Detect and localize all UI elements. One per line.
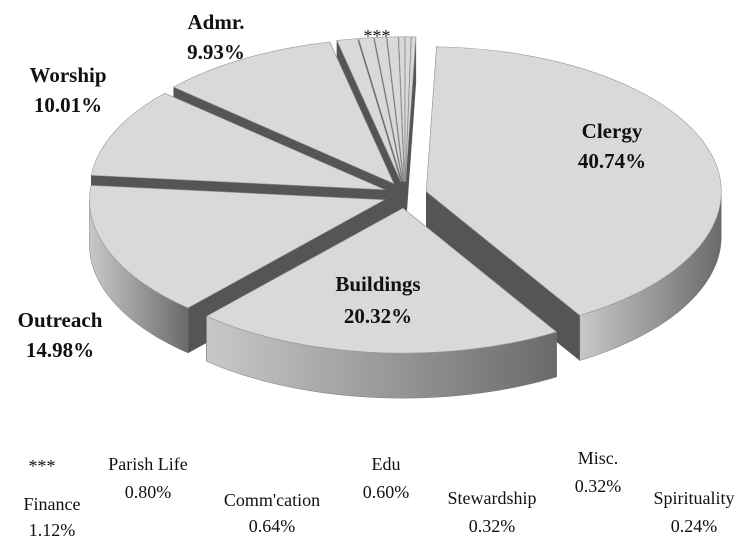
slice-value-label: 14.98% [26,338,94,362]
slice-value-label: 0.24% [671,516,718,536]
slice-label: Clergy [582,119,643,143]
slice-top [398,36,406,182]
slice-top [405,36,417,182]
slice-value-label: 0.64% [249,516,296,536]
slice-top [358,37,403,182]
slice-top [205,207,558,354]
slice-value-label: 9.93% [187,40,245,64]
slice-value-label: 0.32% [469,516,516,536]
slice-value-label: 40.74% [578,149,646,173]
slice-top [386,36,405,182]
annotation-mark: *** [29,456,56,476]
slice [205,207,558,399]
slice-value-label: 0.32% [575,476,622,496]
slice-value-label: 0.80% [125,482,172,502]
slice-top [404,36,412,182]
slice-top [373,36,404,182]
slice-label: Comm'cation [224,490,320,510]
slice-label: Buildings [335,272,420,296]
slice-top [90,92,385,190]
slice-value-label: 0.60% [363,482,410,502]
slice-label: Outreach [18,308,103,332]
slice-label: Spirituality [654,488,735,508]
slice-label: Worship [29,63,106,87]
slice-label: Edu [372,454,401,474]
slice-label: Stewardship [448,488,537,508]
slice-top [172,41,395,185]
slice-label: Admr. [188,10,245,34]
slice-top [425,46,722,316]
slice [425,46,722,361]
slice-label: Finance [24,494,81,514]
slice-value-label: 20.32% [344,304,412,328]
slice-label: Misc. [578,448,619,468]
slice-label: Parish Life [108,454,187,474]
slice-value-label: 10.01% [34,93,102,117]
slice-value-label: 1.12% [29,520,76,540]
slice-top [89,185,386,309]
slice-top [336,38,402,183]
